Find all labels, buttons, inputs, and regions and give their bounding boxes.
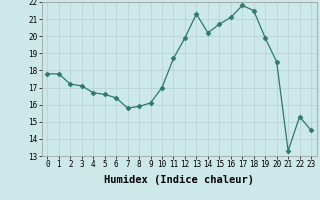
X-axis label: Humidex (Indice chaleur): Humidex (Indice chaleur): [104, 175, 254, 185]
